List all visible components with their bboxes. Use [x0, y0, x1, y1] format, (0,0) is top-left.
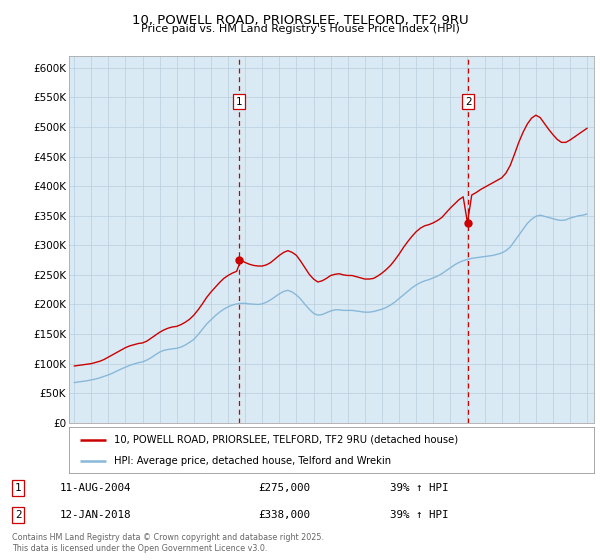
- Text: 2: 2: [15, 510, 21, 520]
- Text: 2: 2: [465, 97, 472, 107]
- Text: 39% ↑ HPI: 39% ↑ HPI: [390, 510, 449, 520]
- Text: £275,000: £275,000: [258, 483, 310, 493]
- Text: 12-JAN-2018: 12-JAN-2018: [60, 510, 131, 520]
- Text: 10, POWELL ROAD, PRIORSLEE, TELFORD, TF2 9RU (detached house): 10, POWELL ROAD, PRIORSLEE, TELFORD, TF2…: [113, 435, 458, 445]
- Text: 11-AUG-2004: 11-AUG-2004: [60, 483, 131, 493]
- Text: HPI: Average price, detached house, Telford and Wrekin: HPI: Average price, detached house, Telf…: [113, 456, 391, 466]
- Text: Contains HM Land Registry data © Crown copyright and database right 2025.
This d: Contains HM Land Registry data © Crown c…: [12, 533, 324, 553]
- Text: 39% ↑ HPI: 39% ↑ HPI: [390, 483, 449, 493]
- Text: 1: 1: [235, 97, 242, 107]
- Text: 10, POWELL ROAD, PRIORSLEE, TELFORD, TF2 9RU: 10, POWELL ROAD, PRIORSLEE, TELFORD, TF2…: [131, 14, 469, 27]
- Text: Price paid vs. HM Land Registry's House Price Index (HPI): Price paid vs. HM Land Registry's House …: [140, 24, 460, 34]
- Text: 1: 1: [15, 483, 21, 493]
- Text: £338,000: £338,000: [258, 510, 310, 520]
